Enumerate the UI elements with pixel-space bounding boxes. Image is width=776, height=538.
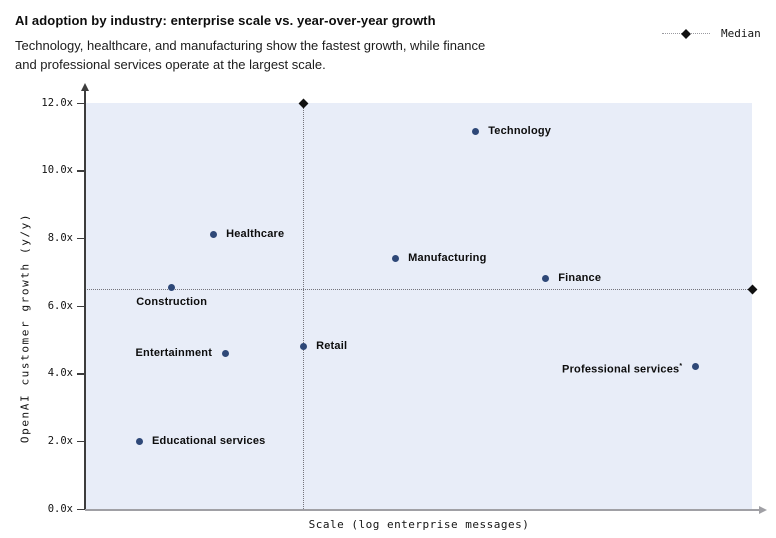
y-tick-label: 2.0x <box>47 434 73 447</box>
data-point-label: Construction <box>136 296 208 309</box>
y-axis-label: OpenAI customer growth (y/y) <box>18 212 32 444</box>
data-point-dot <box>691 363 699 371</box>
data-point-dot <box>541 275 549 283</box>
y-tick-mark <box>77 305 85 307</box>
y-tick-mark <box>77 440 85 443</box>
y-tick-mark <box>77 170 85 172</box>
footnote-marker: * <box>679 363 683 371</box>
y-tick-label: 12.0x <box>41 96 73 109</box>
y-tick-mark <box>77 508 85 510</box>
legend-label-median: Median <box>721 27 761 40</box>
y-tick-mark <box>77 102 85 104</box>
chart-subtitle-line-1: Technology, healthcare, and manufacturin… <box>15 38 486 53</box>
y-tick-label: 10.0x <box>41 164 73 177</box>
data-point-label: Professional services* <box>562 363 683 377</box>
chart-subtitle: Technology, healthcare, and manufacturin… <box>15 36 485 74</box>
data-point-label: Retail <box>316 340 348 353</box>
data-point-dot <box>391 255 399 263</box>
data-point-label: Entertainment <box>135 346 213 359</box>
y-tick-label: 6.0x <box>47 299 73 312</box>
y-tick-label: 0.0x <box>47 502 73 515</box>
chart-title: AI adoption by industry: enterprise scal… <box>15 13 436 28</box>
data-point-dot <box>135 437 143 445</box>
data-point-label: Manufacturing <box>408 252 487 265</box>
data-point-dot <box>209 231 217 239</box>
data-point-dot <box>168 283 176 291</box>
y-axis-line <box>84 90 86 510</box>
diamond-icon <box>681 29 691 39</box>
median-scale-line <box>302 103 304 509</box>
y-tick-mark <box>77 373 85 375</box>
data-point-label: Technology <box>488 125 552 138</box>
data-point-dot <box>299 343 307 351</box>
chart-subtitle-line-2: and professional services operate at the… <box>15 57 326 72</box>
y-tick-label: 8.0x <box>47 231 73 244</box>
y-tick-label: 4.0x <box>47 367 73 380</box>
median-line-sample <box>662 29 710 39</box>
data-point-label: Finance <box>558 272 602 285</box>
legend: Median <box>662 27 761 40</box>
data-point-label: Educational services <box>152 434 266 447</box>
data-point-dot <box>471 128 479 136</box>
median-growth-line <box>87 288 752 290</box>
x-axis-label: Scale (log enterprise messages) <box>308 518 530 531</box>
x-axis-line <box>85 509 760 511</box>
data-point-label: Healthcare <box>226 228 285 241</box>
data-point-dot <box>221 349 229 357</box>
x-axis-arrow-icon <box>759 506 767 514</box>
plot-area <box>85 103 752 509</box>
y-tick-mark <box>77 237 85 240</box>
y-axis-arrow-icon <box>81 83 89 91</box>
